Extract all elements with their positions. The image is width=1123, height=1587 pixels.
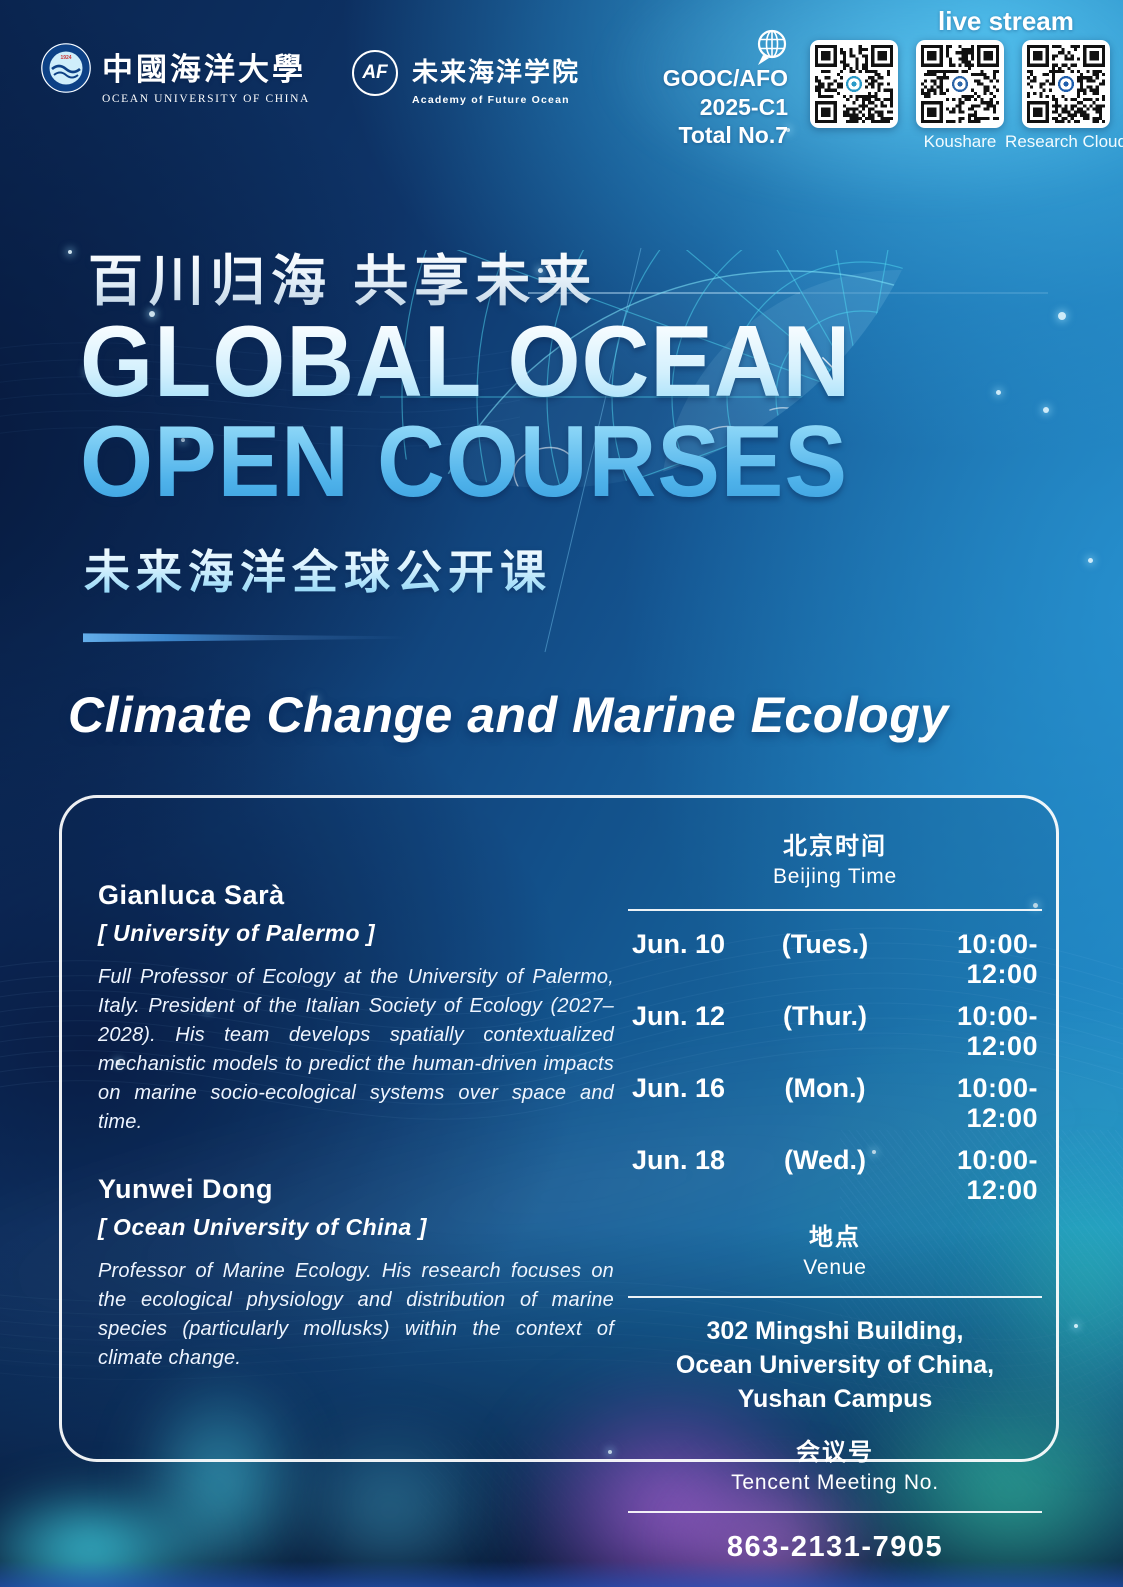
divider-line	[628, 1296, 1042, 1298]
beijing-time-heading-en: Beijing Time	[773, 865, 897, 888]
session-time: 10:00-12:00	[956, 1145, 1038, 1205]
ouc-logo-text: 中國海洋大學 OCEAN UNIVERSITY OF CHINA	[102, 44, 342, 105]
session-day: (Wed.)	[784, 1145, 866, 1175]
session-row: Jun. 10 (Tues.) 10:00-12:00	[632, 929, 1038, 989]
speaker-bio: Professor of Marine Ecology. His researc…	[98, 1260, 614, 1369]
speaker-block: Yunwei Dong [ Ocean University of China …	[98, 1174, 614, 1373]
session-date: Jun. 10	[632, 929, 726, 959]
beijing-time-heading-cn: 北京时间	[783, 833, 887, 860]
meeting-heading-cn: 会议号	[796, 1439, 874, 1466]
accent-divider	[83, 633, 463, 643]
ouc-name-cn: 中國海洋大學	[102, 52, 306, 87]
course-title: Climate Change and Marine Ecology	[68, 687, 949, 743]
ouc-seal-logo: 1924	[41, 43, 91, 93]
divider-line	[628, 1511, 1042, 1513]
session-day: (Tues.)	[781, 929, 869, 959]
afo-logo: AF	[352, 50, 398, 96]
speaker-name: Gianluca Sarà	[98, 880, 285, 910]
qr-label-research-cloud: Research Cloud	[1005, 132, 1123, 151]
main-title-en: GLOBAL OCEAN OPEN COURSES	[80, 312, 851, 512]
series-line3: Total No.7	[678, 122, 788, 148]
speaker-bio: Full Professor of Ecology at the Univers…	[98, 966, 614, 1133]
speaker-affiliation: [ Ocean University of China ]	[98, 1214, 427, 1240]
session-row: Jun. 18 (Wed.) 10:00-12:00	[632, 1145, 1038, 1205]
session-date: Jun. 18	[632, 1145, 726, 1175]
qr-code-research-cloud	[1022, 40, 1110, 128]
ouc-name-en: OCEAN UNIVERSITY OF CHINA	[102, 93, 310, 105]
venue-heading-en: Venue	[803, 1256, 867, 1279]
qr-code-koushare	[916, 40, 1004, 128]
venue-address-line: Ocean University of China,	[675, 1351, 995, 1379]
slogan-cn: 百川归海 共享未来	[88, 236, 597, 316]
main-title-line2: OPEN COURSES	[80, 406, 848, 518]
series-line1: GOOC/AFO	[662, 65, 788, 91]
afo-abbr: AF	[362, 62, 388, 83]
info-card: Gianluca Sarà [ University of Palermo ] …	[59, 795, 1059, 1563]
venue-address-line: 302 Mingshi Building,	[706, 1317, 964, 1345]
bottom-blue-band	[0, 1561, 1123, 1587]
session-row: Jun. 16 (Mon.) 10:00-12:00	[632, 1073, 1038, 1133]
qr-label-koushare: Koushare	[923, 132, 997, 151]
subtitle-cn: 未来海洋全球公开课	[84, 536, 552, 602]
session-day: (Thur.)	[783, 1001, 867, 1031]
session-date: Jun. 16	[632, 1073, 726, 1103]
schedule-column: 北京时间 Beijing Time Jun. 10 (Tues.) 10:00-…	[628, 798, 1042, 1564]
live-stream-label: live stream	[938, 6, 1074, 36]
speaker-name: Yunwei Dong	[98, 1174, 274, 1204]
speaker-block: Gianluca Sarà [ University of Palermo ] …	[98, 880, 614, 1137]
svg-text:1924: 1924	[60, 55, 71, 61]
session-time: 10:00-12:00	[956, 929, 1038, 989]
afo-name-en: Academy of Future Ocean	[412, 94, 570, 106]
session-list: Jun. 10 (Tues.) 10:00-12:00 Jun. 12 (Thu…	[628, 929, 1042, 1205]
venue-address-line: Yushan Campus	[737, 1385, 933, 1413]
venue-address: 302 Mingshi Building, Ocean University o…	[628, 1314, 1042, 1416]
session-time: 10:00-12:00	[956, 1001, 1038, 1061]
venue-heading-cn: 地点	[809, 1224, 861, 1251]
main-title-line1: GLOBAL OCEAN	[80, 306, 852, 418]
meeting-heading-en: Tencent Meeting No.	[731, 1471, 939, 1494]
session-time: 10:00-12:00	[956, 1073, 1038, 1133]
afo-name-cn: 未来海洋学院	[412, 57, 581, 87]
meeting-number: 863-2131-7905	[726, 1531, 944, 1563]
divider-line	[628, 909, 1042, 911]
session-day: (Mon.)	[784, 1073, 866, 1103]
session-date: Jun. 12	[632, 1001, 726, 1031]
speakers-column: Gianluca Sarà [ University of Palermo ] …	[98, 798, 614, 1373]
course-series-code: GOOC/AFO 2025-C1 Total No.7	[610, 64, 788, 150]
qr-code-afo	[810, 40, 898, 128]
speaker-affiliation: [ University of Palermo ]	[98, 920, 376, 946]
globe-chat-icon	[757, 29, 787, 65]
session-row: Jun. 12 (Thur.) 10:00-12:00	[632, 1001, 1038, 1061]
afo-logo-text: 未来海洋学院 Academy of Future Ocean	[412, 52, 632, 106]
series-line2: 2025-C1	[699, 93, 788, 120]
